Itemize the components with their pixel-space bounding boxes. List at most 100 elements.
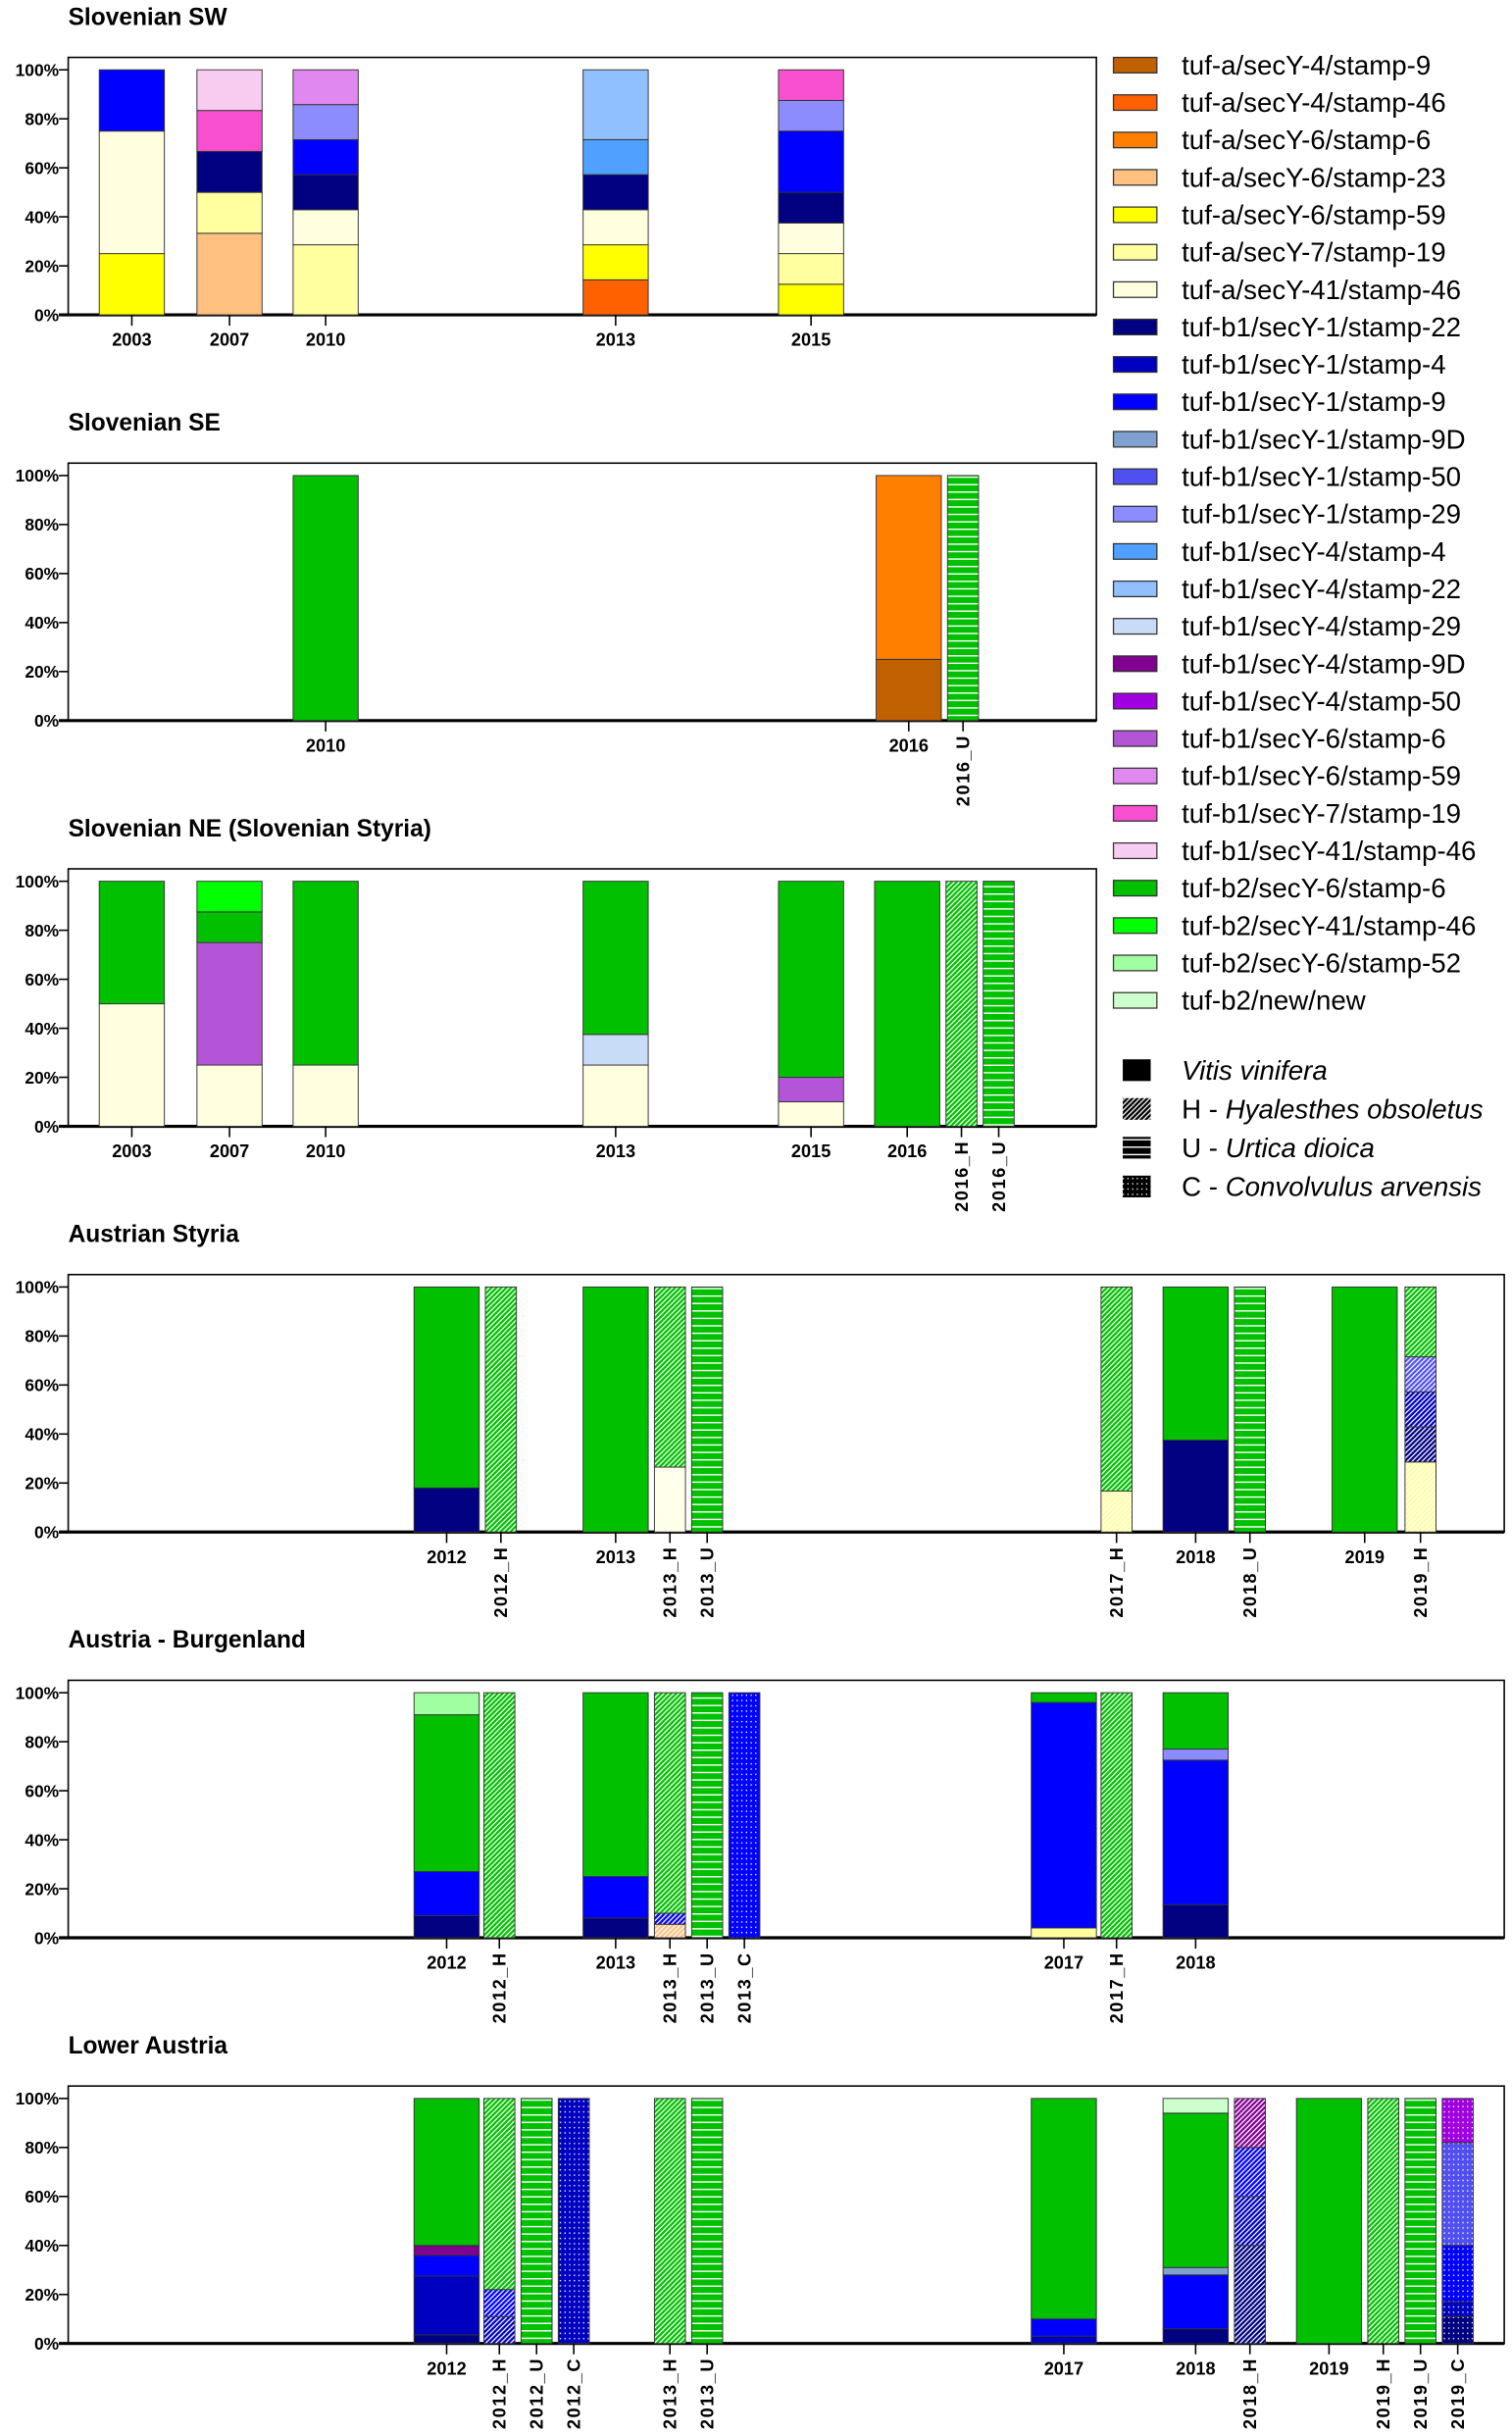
bar-segment [1295,2098,1363,2345]
y-tick-label: 0% [34,1928,59,1948]
bar-2018_H [1234,2098,1267,2345]
legend-label: tuf-a/secY-4/stamp-9 [1182,50,1431,80]
legend-label: tuf-b1/secY-1/stamp-50 [1182,462,1461,492]
bar-2012 [413,1286,480,1533]
legend-item: tuf-b1/secY-4/stamp-29 [1112,611,1461,641]
x-tick-label: 2015 [791,330,831,350]
legend-item: tuf-b1/secY-1/stamp-9 [1112,386,1446,417]
y-tick-label: 20% [25,1474,59,1494]
bar-segment [98,253,166,316]
bar-segment [778,191,844,224]
x-tick-label: 2007 [210,330,249,350]
bar-2010 [292,475,359,722]
bar-segment [1332,1286,1398,1533]
x-tick-label: 2013_C [734,1951,754,2023]
bar-2013 [582,1286,649,1533]
bar-segment [690,2098,724,2345]
bar-2017_H [1100,1286,1133,1533]
bar-segment [1162,2112,1230,2268]
x-tick-label: 2019_C [1448,2357,1468,2429]
legend-item: tuf-b1/secY-4/stamp-4 [1112,536,1446,567]
host-solid-icon [1123,1059,1151,1082]
bar-segment [1441,2301,1474,2317]
legend-item: tuf-a/secY-6/stamp-6 [1112,125,1431,155]
host-legend-label: C - Convolvulus arvensis [1182,1171,1482,1201]
legend-item: tuf-b1/secY-6/stamp-59 [1112,761,1461,791]
bar-segment [196,881,263,913]
bar-2016_U [983,881,1015,1128]
bar-segment [778,222,844,255]
x-tick-label: 2012_U [528,2357,547,2429]
host-legend-item: H - Hyalesthes obsoletus [1123,1093,1484,1124]
legend: tuf-a/secY-4/stamp-9 tuf-a/secY-4/stamp-4… [1112,50,1484,1201]
y-tick-label: 40% [25,1425,59,1445]
y-tick-label: 100% [16,1278,59,1297]
x-tick-label: 2017_H [1107,1951,1127,2023]
bar-segment [1100,1491,1133,1533]
bar-segment [1162,2266,1230,2276]
bar-segment [1031,1927,1097,1939]
legend-swatch [1112,206,1158,224]
y-tick-label: 20% [25,2285,59,2305]
bar-2007 [196,69,263,316]
y-tick-label: 20% [25,256,59,276]
bar-segment [653,1692,686,1914]
x-tick-label: 2015 [791,1141,831,1161]
legend-label: tuf-b2/new/new [1182,986,1367,1016]
x-tick-label: 2013_U [698,1546,718,1617]
plot-frame [67,462,1097,722]
bar-segment [484,1286,518,1533]
x-tick-label: 2013_H [661,1546,680,1617]
legend-label: tuf-a/secY-41/stamp-46 [1182,275,1461,305]
legend-label: tuf-b1/secY-1/stamp-29 [1182,499,1461,530]
bar-segment [653,1912,686,1925]
legend-swatch [1112,94,1158,112]
legend-swatch [1112,468,1158,485]
bar-segment [582,279,649,316]
legend-swatch [1112,580,1158,598]
x-tick-label: 2012_H [490,1951,510,2023]
bar-segment [582,881,649,1036]
bar-segment [582,174,649,211]
bar-segment [98,881,166,1005]
bar-segment [1031,2318,1097,2337]
host-species: Vitis vinifera [1182,1055,1328,1086]
bar-segment [874,881,940,1128]
bar-segment [1162,1749,1230,1761]
legend-label: tuf-a/secY-6/stamp-23 [1182,162,1446,192]
legend-item: tuf-b1/secY-1/stamp-22 [1112,312,1461,342]
bar-segment [582,1692,649,1877]
x-tick-label: 2012 [427,1547,466,1567]
x-tick-label: 2017 [1044,2358,1084,2378]
legend-swatch [1112,505,1158,523]
legend-label: tuf-b1/secY-4/stamp-29 [1182,611,1461,641]
y-tick-label: 20% [25,662,59,682]
legend-swatch [1112,954,1158,972]
bar-segment [98,69,166,132]
bar-segment [1031,1692,1097,1703]
x-tick-label: 2016_U [989,1140,1009,1212]
x-tick-label: 2017 [1044,1953,1084,1973]
x-tick-label: 2019_H [1374,2357,1393,2429]
bar-segment [946,475,980,722]
bar-segment [292,69,359,106]
x-tick-label: 2019 [1309,2358,1348,2378]
x-tick-label: 2013 [596,330,635,350]
bar-segment [778,881,844,1079]
legend-swatch [1112,542,1158,560]
bar-segment [1031,1701,1097,1929]
legend-item: tuf-b2/secY-6/stamp-6 [1112,873,1446,903]
bar-2012_H [484,1286,518,1533]
bar-segment [292,244,359,316]
y-tick-label: 80% [25,2138,59,2157]
y-tick-label: 60% [25,970,59,989]
panel-title: Austria - Burgenland [69,1627,306,1653]
legend-item: tuf-b1/secY-4/stamp-22 [1112,574,1461,604]
bar-segment [1234,2196,1267,2247]
legend-swatch [1112,991,1158,1009]
panel-title: Slovenian NE (Slovenian Styria) [69,816,431,842]
bar-segment [582,1917,649,1939]
y-tick-label: 100% [16,61,59,80]
legend-swatch [1112,917,1158,935]
